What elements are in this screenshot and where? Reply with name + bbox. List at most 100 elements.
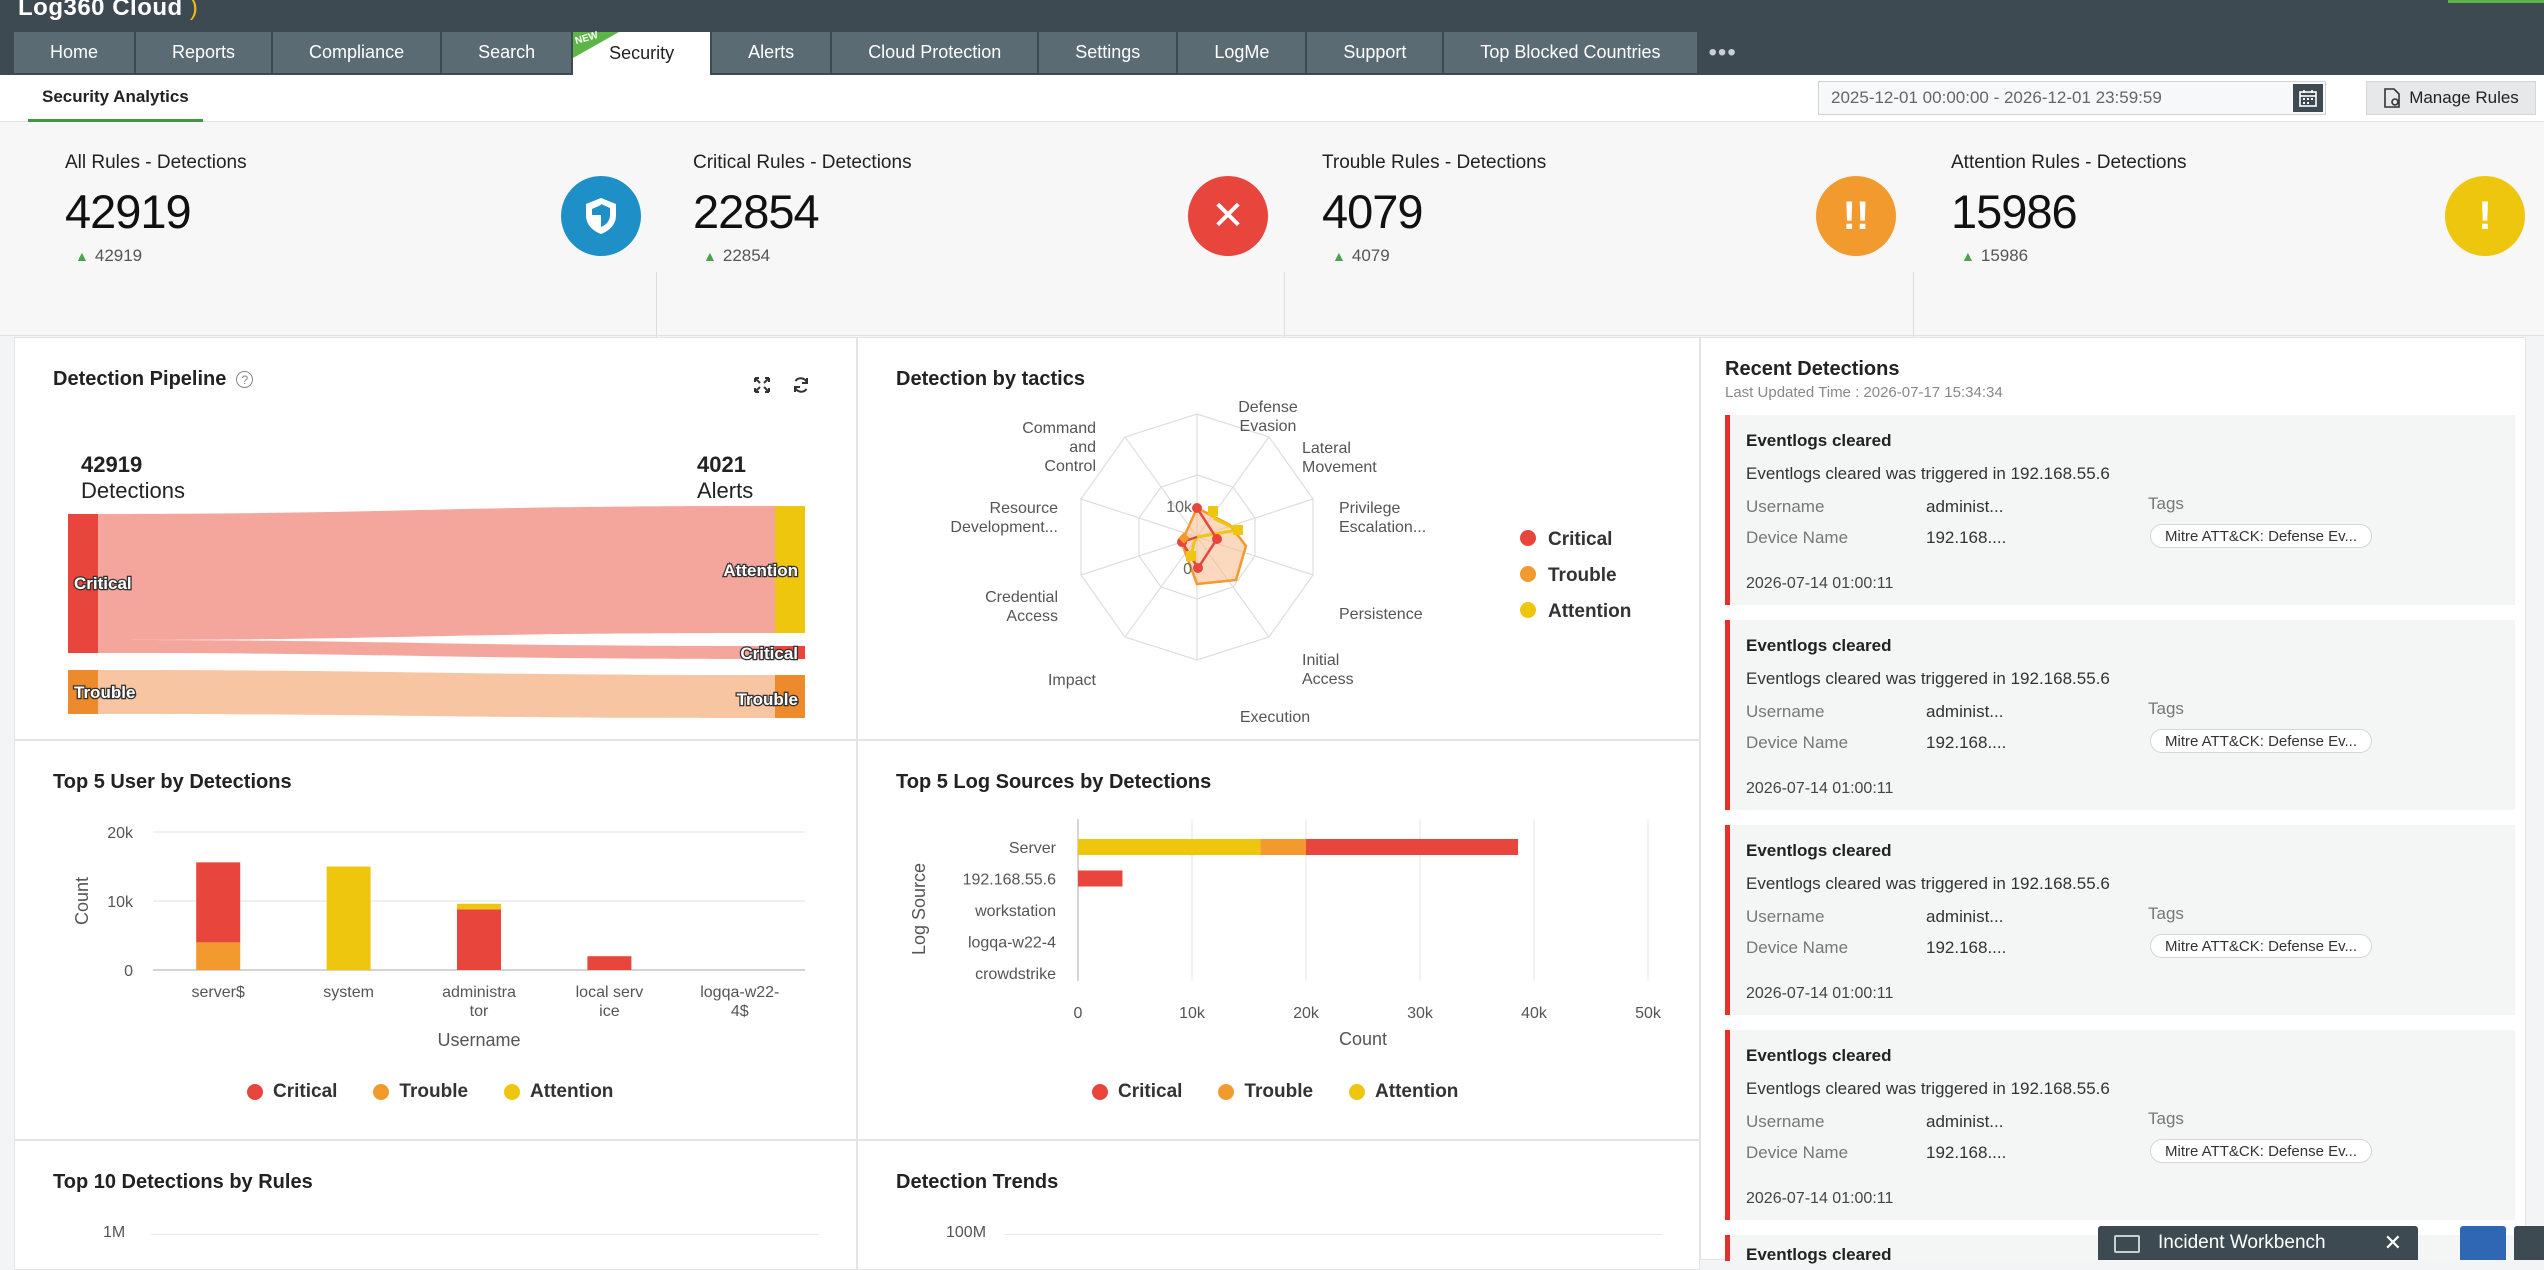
axis-label-lateral-movement: Lateral Movement	[1302, 440, 1377, 476]
incident-workbench-button[interactable]: Incident Workbench ✕	[2098, 1226, 2418, 1260]
sub-bar: Security Analytics 2025-12-01 00:00:00 -…	[0, 75, 2544, 122]
date-range-picker[interactable]: 2025-12-01 00:00:00 - 2026-12-01 23:59:5…	[1818, 81, 2326, 115]
kpi-all-rules[interactable]: All Rules - Detections 42919 ▲ 42919	[65, 122, 641, 336]
node-label-critical-right: Critical	[740, 644, 798, 663]
flow-critical-attention	[98, 506, 775, 640]
pipeline-sankey: Critical Trouble Attention Critical Trou…	[68, 506, 805, 718]
app-logo[interactable]: Log360 Cloud )	[18, 0, 199, 21]
tab-alerts[interactable]: Alerts	[712, 32, 831, 73]
kpi-attention-rules[interactable]: Attention Rules - Detections 15986 ▲ 1598…	[1951, 122, 2526, 336]
tab-top-blocked-countries[interactable]: Top Blocked Countries	[1444, 32, 1697, 73]
top-users-legend: Critical Trouble Attention	[247, 1081, 613, 1103]
y-axis-label: Count	[72, 877, 92, 925]
axis-label-credential-access: Credential Access	[985, 589, 1058, 625]
node-attention-right	[775, 506, 805, 633]
close-icon[interactable]: ✕	[2383, 1230, 2402, 1255]
kpi-trouble-rules[interactable]: Trouble Rules - Detections 4079 ▲ 4079 !!	[1322, 122, 1897, 336]
detection-trends-panel: Detection Trends 100M	[857, 1140, 1700, 1270]
tab-cloud-protection[interactable]: Cloud Protection	[832, 32, 1038, 73]
attention-point	[1233, 525, 1243, 535]
legend-trouble[interactable]: Trouble	[373, 1081, 468, 1103]
more-tabs-icon[interactable]: •••	[1708, 38, 1737, 66]
tab-compliance[interactable]: Compliance	[273, 32, 441, 73]
series-attention-line	[1189, 509, 1243, 557]
tab-settings[interactable]: Settings	[1039, 32, 1177, 73]
legend-attention[interactable]: Attention	[1349, 1081, 1458, 1103]
top-bar: Log360 Cloud ) Home Reports Compliance S…	[0, 0, 2544, 75]
new-badge	[573, 32, 620, 58]
tab-logme[interactable]: LogMe	[1178, 32, 1306, 73]
panel-title: Detection by tactics	[896, 368, 1085, 390]
tab-security[interactable]: NEW Security	[573, 30, 711, 75]
detection-card[interactable]: Eventlogs cleared Eventlogs cleared was …	[1725, 825, 2515, 1015]
expand-icon[interactable]	[752, 375, 772, 395]
mitre-tag[interactable]: Mitre ATT&CK: Defense Ev...	[2150, 524, 2372, 548]
mitre-tag[interactable]: Mitre ATT&CK: Defense Ev...	[2150, 1139, 2372, 1163]
x-tick-label: 20k	[1293, 1005, 1320, 1022]
x-tick-label: 0	[1074, 1005, 1083, 1022]
tab-home[interactable]: Home	[14, 32, 135, 73]
up-arrow-icon: ▲	[703, 248, 717, 264]
manage-rules-button[interactable]: Manage Rules	[2366, 81, 2536, 115]
panel-title: Top 5 Log Sources by Detections	[896, 771, 1212, 793]
y-tick-label: Server	[1009, 840, 1057, 857]
workbench-icon	[2114, 1235, 2140, 1253]
legend-trouble: Trouble	[1548, 565, 1617, 586]
chat-icon[interactable]	[2514, 1226, 2544, 1260]
assistant-icon[interactable]	[2460, 1226, 2506, 1260]
top-users-panel: Top 5 User by Detections 0 10k 20k server$ s…	[14, 740, 857, 1140]
legend-trouble[interactable]: Trouble	[1218, 1081, 1313, 1103]
top-sources-bar-chart: 0 10k 20k 30k 40k 50k Server 192.168.55.6 workst…	[909, 819, 1662, 1049]
detection-card[interactable]: Eventlogs cleared Eventlogs cleared was …	[1725, 1030, 2515, 1220]
flow-critical-critical	[98, 640, 775, 659]
mitre-tag[interactable]: Mitre ATT&CK: Defense Ev...	[2150, 729, 2372, 753]
y-tick-label: 0	[124, 963, 133, 980]
up-arrow-icon: ▲	[75, 248, 89, 264]
critical-point	[1193, 563, 1203, 573]
date-range-value: 2025-12-01 00:00:00 - 2026-12-01 23:59:5…	[1831, 88, 2162, 107]
y-axis-label: Log Source	[909, 863, 929, 955]
legend-critical[interactable]: Critical	[1092, 1081, 1182, 1103]
legend-attention[interactable]: Attention	[504, 1081, 613, 1103]
panel-title: Top 5 User by Detections	[53, 771, 292, 793]
kpi-critical-rules[interactable]: Critical Rules - Detections 22854 ▲ 22854…	[693, 122, 1268, 336]
refresh-icon[interactable]	[791, 375, 811, 395]
rules-file-icon	[2384, 88, 2400, 108]
bar-critical	[457, 909, 501, 970]
pipeline-alerts-label: Alerts	[697, 478, 754, 503]
help-icon[interactable]: ?	[236, 371, 254, 388]
shield-icon	[561, 176, 641, 256]
x-tick-label: system	[323, 984, 374, 1001]
node-critical-left	[68, 514, 98, 653]
bar-critical	[587, 956, 632, 970]
last-updated-time: Last Updated Time : 2026-07-17 15:34:34	[1725, 384, 2003, 401]
recent-detections-panel: Recent Detections Last Updated Time : 20…	[1700, 337, 2526, 1264]
bar-trouble	[1260, 839, 1306, 855]
top-log-sources-panel: Top 5 Log Sources by Detections 0 10k 20k 3…	[857, 740, 1700, 1140]
x-tick-label: 10k	[1179, 1005, 1206, 1022]
detection-card[interactable]: Eventlogs cleared Eventlogs cleared was …	[1725, 620, 2515, 810]
tab-search[interactable]: Search	[442, 32, 572, 73]
legend-critical[interactable]: Critical	[247, 1081, 337, 1103]
axis-label-impact: Impact	[1048, 672, 1097, 689]
pipeline-detections-value: 42919	[81, 452, 143, 477]
y-tick-label: 20k	[107, 825, 134, 842]
panel-title: Detection Pipeline	[53, 368, 227, 390]
y-tick-label: crowdstrike	[975, 966, 1056, 983]
tactics-radar-chart: 10k 0 Defense Evasion Lateral Movement Pri…	[950, 399, 1631, 726]
top-users-bar-chart: 0 10k 20k server$ system administra tor local s…	[72, 825, 805, 1050]
bar-attention	[457, 903, 501, 910]
axis-label-privilege-escalation: Privilege Escalation...	[1339, 500, 1426, 536]
critical-point	[1212, 534, 1222, 544]
y-tick-label: logqa-w22-4	[968, 935, 1056, 952]
calendar-icon[interactable]	[2293, 84, 2323, 112]
mitre-tag[interactable]: Mitre ATT&CK: Defense Ev...	[2150, 934, 2372, 958]
tab-security-analytics[interactable]: Security Analytics	[28, 75, 203, 122]
detection-card[interactable]: Eventlogs cleared Eventlogs cleared was …	[1725, 415, 2515, 605]
tab-support[interactable]: Support	[1307, 32, 1443, 73]
y-tick-label: 100M	[946, 1224, 987, 1241]
detection-by-tactics-panel: Detection by tactics 10k 0 Defense Evasio…	[857, 337, 1700, 740]
node-label-trouble-left: Trouble	[74, 683, 135, 702]
radar-tick-label: 10k	[1166, 499, 1193, 516]
tab-reports[interactable]: Reports	[136, 32, 272, 73]
